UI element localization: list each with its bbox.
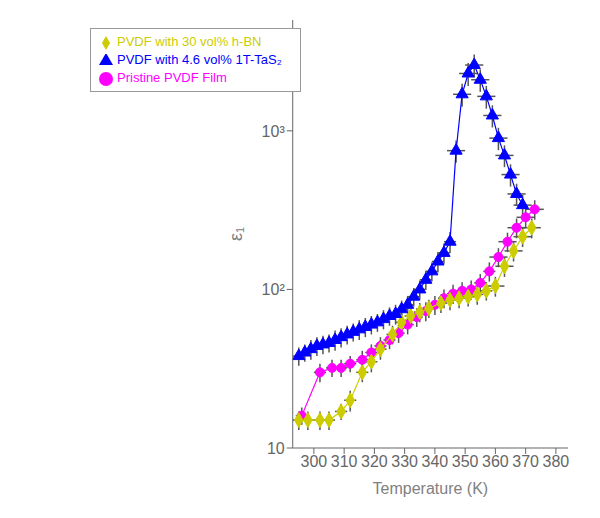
svg-text:10: 10 xyxy=(267,440,285,457)
html-text:Pristine PVDF Film: Pristine PVDF Film xyxy=(117,70,227,85)
svg-text:300: 300 xyxy=(301,453,328,470)
svg-text:10²: 10² xyxy=(262,281,286,298)
html-text:PVDF with 30 vol% h-BN: PVDF with 30 vol% h-BN xyxy=(117,34,262,49)
svg-text:Temperature (K): Temperature (K) xyxy=(373,480,489,497)
svg-text:370: 370 xyxy=(512,453,539,470)
svg-text:310: 310 xyxy=(331,453,358,470)
svg-text:ε₁: ε₁ xyxy=(226,227,246,241)
svg-text:380: 380 xyxy=(543,453,570,470)
svg-text:10³: 10³ xyxy=(262,123,286,140)
svg-text:350: 350 xyxy=(452,453,479,470)
svg-text:330: 330 xyxy=(391,453,418,470)
html-text:PVDF with 4.6 vol% 1T-TaS₂: PVDF with 4.6 vol% 1T-TaS₂ xyxy=(117,52,282,67)
svg-text:360: 360 xyxy=(482,453,509,470)
svg-text:320: 320 xyxy=(361,453,388,470)
svg-text:340: 340 xyxy=(422,453,449,470)
